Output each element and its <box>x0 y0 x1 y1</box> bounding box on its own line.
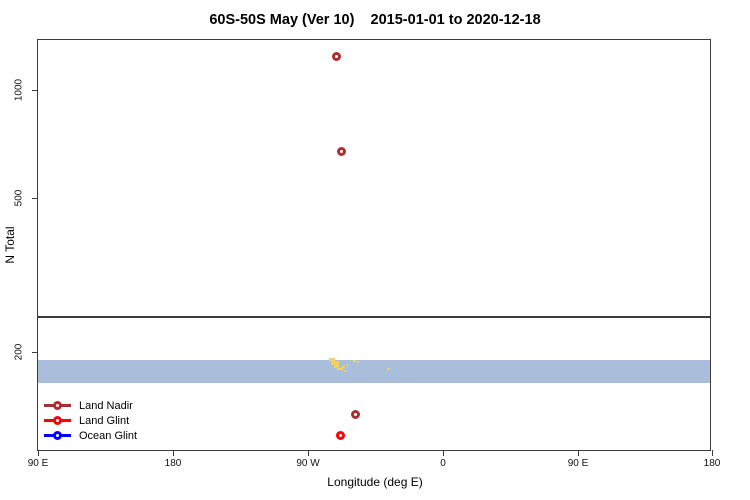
x-tick <box>37 450 39 456</box>
y-tick <box>32 89 38 91</box>
land-mark <box>353 360 356 362</box>
legend-label-ocean-glint: Ocean Glint <box>79 429 138 442</box>
land-mark <box>346 364 348 366</box>
land-mark <box>357 361 359 363</box>
ocean-band <box>38 360 710 383</box>
ocean-glint-marker-icon <box>44 430 71 441</box>
land-mark <box>334 365 339 368</box>
legend-label-land-glint: Land Glint <box>79 414 130 427</box>
land-mark <box>344 370 346 372</box>
land-mark <box>331 361 339 365</box>
data-point-land-nadir <box>336 146 346 156</box>
land-glint-marker-icon <box>44 415 71 426</box>
y-tick-label: 200 <box>13 343 25 361</box>
chart-title: 60S-50S May (Ver 10) 2015-01-01 to 2020-… <box>209 12 541 28</box>
x-tick-label: 90 W <box>296 458 320 469</box>
data-point-land-nadir <box>331 51 341 61</box>
x-tick <box>172 450 174 456</box>
x-tick <box>442 450 444 456</box>
x-tick-label: 0 <box>440 458 446 469</box>
x-tick <box>307 450 309 456</box>
x-tick-label: 180 <box>164 458 182 469</box>
land-nadir-marker-icon <box>44 400 71 411</box>
y-tick-label: 500 <box>13 189 25 207</box>
legend: Land Nadir Land Glint Ocean Glint <box>44 398 137 443</box>
y-tick <box>32 351 38 353</box>
y-axis-title: N Total <box>3 226 17 264</box>
land-mark <box>342 366 345 368</box>
x-tick <box>577 450 579 456</box>
x-tick-label: 180 <box>703 458 721 469</box>
x-tick <box>711 450 713 456</box>
legend-label-land-nadir: Land Nadir <box>79 399 133 412</box>
x-axis-title: Longitude (deg E) <box>327 475 423 489</box>
legend-item-land-glint: Land Glint <box>44 413 137 428</box>
reference-line <box>38 316 710 318</box>
land-mark <box>337 368 343 370</box>
x-tick-label: 90 E <box>27 458 49 469</box>
land-mark <box>329 358 335 361</box>
data-point-land-nadir <box>350 409 360 419</box>
y-tick-label: 1000 <box>13 78 25 102</box>
legend-item-land-nadir: Land Nadir <box>44 398 137 413</box>
data-point-land-glint <box>335 430 345 440</box>
land-mark <box>387 368 390 370</box>
y-tick <box>32 197 38 199</box>
x-tick-label: 90 E <box>567 458 589 469</box>
legend-item-ocean-glint: Ocean Glint <box>44 428 137 443</box>
plot-area: 90 E 180 90 W 0 90 E 180 1000 500 200 <box>14 39 720 469</box>
